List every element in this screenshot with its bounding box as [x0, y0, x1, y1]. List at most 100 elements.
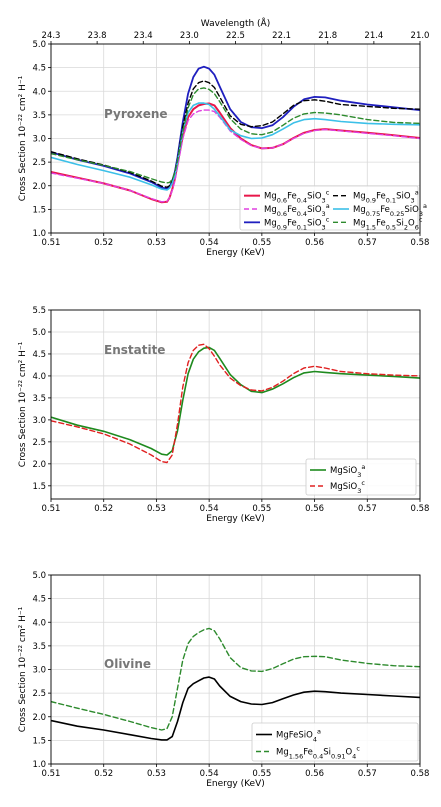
x-axis-label: Energy (KeV) — [206, 779, 265, 789]
y-tick-label: 1.5 — [32, 482, 46, 492]
legend-label-el: O — [351, 466, 358, 476]
legend-label-el: Mg — [264, 192, 277, 202]
legend-label-el: Si — [343, 482, 351, 492]
legend-label: MgFeSiO4a — [276, 728, 321, 744]
legend-label-el: Mg — [276, 748, 289, 758]
y-tick-label: 1.5 — [32, 736, 46, 746]
y-tick-label: 4.5 — [32, 64, 46, 74]
legend-label-el: Fe — [287, 192, 297, 202]
legend-label-el: O — [315, 192, 322, 202]
legend-label-sup: a — [317, 728, 321, 736]
legend-label-sub: 0.6 — [277, 197, 287, 205]
x-tick-label: 0.56 — [305, 504, 324, 514]
top-tick-label: 22.1 — [272, 31, 291, 41]
y-tick-label: 2.5 — [32, 158, 46, 168]
x-tick-label: 0.57 — [358, 238, 377, 248]
x-tick-label: 0.55 — [252, 504, 271, 514]
legend-label-el: Fe — [287, 205, 297, 215]
x-tick-label: 0.51 — [42, 769, 61, 779]
y-tick-label: 2.0 — [32, 713, 46, 723]
x-tick-label: 0.55 — [252, 769, 271, 779]
x-tick-label: 0.52 — [94, 769, 113, 779]
y-tick-label: 3.0 — [32, 416, 46, 426]
x-tick-label: 0.51 — [42, 238, 61, 248]
panel-title: Enstatite — [104, 343, 165, 357]
top-tick-label: 21.0 — [411, 31, 430, 41]
y-tick-label: 3.0 — [32, 666, 46, 676]
y-tick-label: 1.5 — [32, 205, 46, 215]
legend-label-sub: 1.56 — [289, 753, 303, 761]
legend-label-el: O — [315, 218, 322, 228]
legend-label: Mg1.5Fe0.5Si2O6c — [353, 215, 423, 231]
legend-label-el: O — [351, 482, 358, 492]
legend-label-el: Mg — [353, 218, 366, 228]
legend-label: Mg0.75Fe0.25SiO3a — [353, 202, 427, 218]
chart-panel-olivine: 0.51 0.52 0.53 0.54 0.55 0.56 0.57 0.58 Energy (… — [18, 571, 429, 789]
x-tick-label: 0.58 — [411, 769, 430, 779]
legend-label-sub: 3 — [322, 223, 326, 231]
x-tick-label: 0.58 — [411, 238, 430, 248]
legend-label-el: Fe — [303, 748, 313, 758]
legend-label-el: Fe — [376, 192, 386, 202]
y-tick-label: 4.5 — [32, 595, 46, 605]
y-tick-label: 4.5 — [32, 350, 46, 360]
legend-label-el: O — [315, 205, 322, 215]
x-tick-label: 0.57 — [358, 504, 377, 514]
legend-label-sub: 6 — [415, 223, 419, 231]
legend-label-sub: 0.25 — [390, 210, 404, 218]
legend-label-sup: c — [326, 215, 330, 223]
y-tick-label: 5.0 — [32, 328, 46, 338]
y-tick-label: 2.5 — [32, 438, 46, 448]
legend-label-el: Mg — [330, 482, 343, 492]
chart-panel-enstatite: 0.51 0.52 0.53 0.54 0.55 0.56 0.57 0.58 Energy (… — [18, 306, 429, 524]
top-tick-label: 21.8 — [318, 31, 337, 41]
legend-label-el: Mg — [353, 192, 366, 202]
x-tick-label: 0.53 — [147, 238, 166, 248]
x-tick-label: 0.54 — [200, 504, 219, 514]
panel-title: Olivine — [104, 657, 151, 671]
legend-label-sub: 3 — [411, 197, 415, 205]
top-tick-label: 22.5 — [226, 31, 245, 41]
legend-label-sub: 0.1 — [386, 197, 396, 205]
legend-label: Mg0.6Fe0.4SiO3a — [264, 202, 330, 218]
series-line-2 — [51, 343, 420, 464]
legend-label-el: Mg — [353, 205, 366, 215]
top-tick-label: 23.8 — [88, 31, 107, 41]
legend-label-el: O — [345, 748, 352, 758]
top-tick-label: 21.4 — [364, 31, 383, 41]
legend-label-sup: a — [423, 202, 427, 210]
series-group — [51, 627, 420, 741]
legend-label: MgSiO3a — [330, 463, 365, 479]
legend-label-sub: 3 — [357, 487, 361, 495]
legend-label-sub: 4 — [352, 753, 356, 761]
legend-label-sub: 0.4 — [313, 753, 323, 761]
x-tick-label: 0.53 — [147, 769, 166, 779]
legend-label-el: O — [412, 205, 419, 215]
series-line-1 — [51, 676, 420, 741]
legend-label: MgSiO3c — [330, 479, 365, 495]
legend-label-sub: 3 — [357, 471, 361, 479]
legend: Mg0.6Fe0.4SiO3cMg0.6Fe0.4SiO3aMg0.9Fe0.1… — [239, 185, 427, 231]
y-tick-label: 4.0 — [32, 372, 46, 382]
legend-label: Mg0.6Fe0.4SiO3c — [264, 189, 330, 205]
y-tick-label: 4.0 — [32, 618, 46, 628]
x-tick-label: 0.53 — [147, 504, 166, 514]
legend-label-el: O — [404, 192, 411, 202]
legend-box — [239, 185, 419, 231]
legend-label-sup: c — [326, 189, 330, 197]
legend-label-el: Si — [396, 192, 404, 202]
y-tick-label: 3.5 — [32, 394, 46, 404]
top-tick-label: 24.3 — [42, 31, 61, 41]
y-tick-label: 1.0 — [32, 229, 46, 239]
series-line-2 — [51, 109, 420, 203]
y-tick-label: 3.5 — [32, 111, 46, 121]
legend-label-el: Fe — [380, 205, 390, 215]
legend-label-sub: 0.91 — [331, 753, 345, 761]
legend-label-el: Si — [343, 466, 351, 476]
x-tick-label: 0.57 — [358, 769, 377, 779]
top-axis-label: Wavelength (Å) — [201, 17, 270, 29]
legend-label-el: Fe — [287, 218, 297, 228]
x-tick-label: 0.58 — [411, 504, 430, 514]
